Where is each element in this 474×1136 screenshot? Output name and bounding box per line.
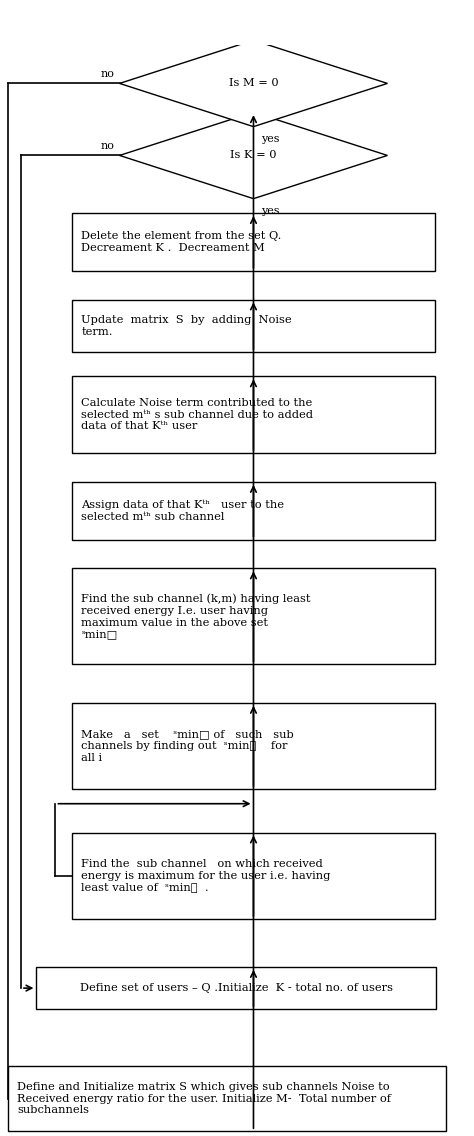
Text: Is M = 0: Is M = 0	[228, 78, 278, 89]
Text: Find the sub channel (k,m) having least
received energy I.e. user having
maximum: Find the sub channel (k,m) having least …	[82, 594, 311, 640]
Text: Is K = 0: Is K = 0	[230, 150, 277, 160]
Polygon shape	[119, 40, 387, 126]
Bar	[72, 703, 435, 790]
Bar	[72, 568, 435, 665]
Bar	[72, 300, 435, 352]
Text: yes: yes	[261, 207, 280, 216]
Bar	[72, 214, 435, 270]
Polygon shape	[119, 112, 387, 199]
Text: Calculate Noise term contributed to the
selected mᵗʰ s sub channel due to added
: Calculate Noise term contributed to the …	[82, 398, 313, 432]
Text: no: no	[101, 141, 115, 151]
Text: End: End	[241, 0, 266, 3]
Bar	[72, 833, 435, 919]
Text: Find the  sub channel   on which received
energy is maximum for the user i.e. ha: Find the sub channel on which received e…	[82, 859, 331, 893]
Bar	[36, 967, 436, 1009]
Ellipse shape	[191, 0, 316, 24]
Text: Assign data of that Kᵗʰ   user to the
selected mᵗʰ sub channel: Assign data of that Kᵗʰ user to the sele…	[82, 500, 284, 521]
Text: Update  matrix  S  by  adding  Noise
term.: Update matrix S by adding Noise term.	[82, 315, 292, 336]
Text: Make   a   set    ˢmin□ of   such   sub
channels by finding out  ˢminⓘ    for
al: Make a set ˢmin□ of such sub channels by…	[82, 729, 294, 762]
Bar	[72, 376, 435, 453]
Text: Delete the element from the set Q.
Decreament K .  Decreament M: Delete the element from the set Q. Decre…	[82, 231, 282, 252]
Bar	[72, 482, 435, 540]
Text: no: no	[101, 68, 115, 78]
Bar	[8, 1066, 446, 1131]
Text: yes: yes	[261, 134, 280, 144]
Text: Define and Initialize matrix S which gives sub channels Noise to
Received energy: Define and Initialize matrix S which giv…	[17, 1081, 391, 1116]
Text: Define set of users – Q .Initialize  K - total no. of users: Define set of users – Q .Initialize K - …	[80, 983, 393, 993]
